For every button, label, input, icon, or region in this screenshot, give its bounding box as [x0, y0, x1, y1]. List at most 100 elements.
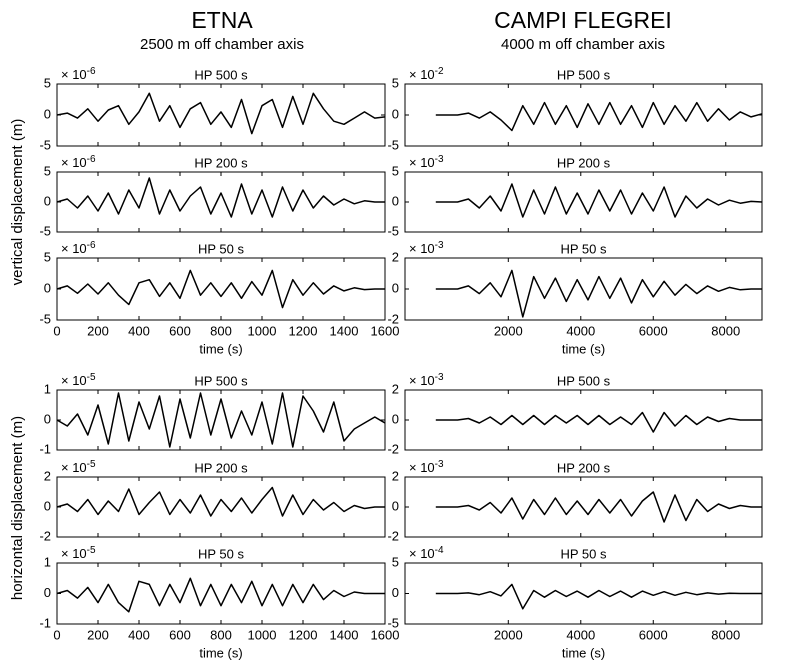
waveform — [56, 177, 385, 218]
y-tick-label: 2 — [392, 468, 399, 483]
scale-factor: × 10-6 — [61, 240, 96, 257]
scale-base: × 10 — [409, 546, 435, 561]
scale-base: × 10 — [61, 373, 87, 388]
x-axis-label: time (s) — [199, 645, 242, 660]
column-title: ETNA — [191, 7, 253, 33]
waveform — [56, 269, 385, 309]
scale-factor: × 10-6 — [61, 154, 96, 171]
y-tick-label: 5 — [44, 249, 51, 264]
x-tick-label: 6000 — [639, 323, 668, 338]
plot-frame — [56, 83, 386, 147]
y-tick-label: 0 — [392, 280, 399, 295]
x-tick-label: 800 — [210, 323, 232, 338]
y-tick-label: -5 — [387, 223, 399, 238]
waveform — [435, 269, 762, 318]
x-tick-label: 8000 — [711, 323, 740, 338]
y-tick-label: -1 — [39, 615, 51, 630]
panel-title: HP 50 s — [560, 546, 607, 561]
x-tick-label: 1600 — [371, 627, 400, 642]
panel-title: HP 200 s — [557, 460, 611, 475]
panel-title: HP 200 s — [194, 460, 248, 475]
scale-factor: × 10-2 — [409, 66, 444, 83]
scale-base: × 10 — [61, 460, 87, 475]
x-tick-label: 1000 — [248, 627, 277, 642]
y-tick-label: 0 — [392, 411, 399, 426]
waveform — [56, 92, 386, 135]
scale-exponent: -2 — [435, 66, 444, 77]
scale-factor: × 10-4 — [409, 545, 444, 562]
y-tick-label: -2 — [39, 528, 51, 543]
y-tick-label: 0 — [44, 585, 51, 600]
x-tick-label: 1600 — [371, 323, 400, 338]
row-label: horizontal displacement (m) — [9, 416, 26, 600]
row-label: vertical displacement (m) — [9, 119, 26, 286]
y-tick-label: -2 — [387, 311, 399, 326]
waveform — [56, 392, 386, 448]
y-tick-label: 2 — [392, 249, 399, 264]
y-tick-label: -5 — [39, 137, 51, 152]
panel-title: HP 500 s — [194, 373, 248, 388]
y-tick-label: 1 — [44, 554, 51, 569]
y-tick-label: 0 — [392, 193, 399, 208]
x-tick-label: 0 — [53, 323, 60, 338]
y-tick-label: -5 — [39, 311, 51, 326]
y-tick-label: 5 — [392, 554, 399, 569]
waveform — [56, 486, 385, 517]
y-tick-label: -5 — [387, 137, 399, 152]
y-tick-label: 2 — [392, 381, 399, 396]
x-tick-label: 600 — [169, 323, 191, 338]
x-tick-label: 2000 — [494, 323, 523, 338]
y-tick-label: 5 — [392, 163, 399, 178]
scale-factor: × 10-3 — [409, 240, 444, 257]
scale-factor: × 10-5 — [61, 372, 96, 389]
column-subtitle: 4000 m off chamber axis — [501, 36, 665, 53]
waveform — [435, 583, 762, 610]
column-title: CAMPI FLEGREI — [494, 7, 672, 33]
x-tick-label: 600 — [169, 627, 191, 642]
plot-frame — [56, 171, 386, 233]
y-tick-label: -2 — [387, 441, 399, 456]
scale-factor: × 10-5 — [61, 459, 96, 476]
scale-base: × 10 — [409, 67, 435, 82]
panel-title: HP 500 s — [557, 67, 611, 82]
scale-factor: × 10-6 — [61, 66, 96, 83]
panel-title: HP 500 s — [194, 67, 248, 82]
scale-exponent: -3 — [435, 154, 444, 165]
waveform — [435, 183, 763, 218]
plot-frame — [404, 171, 763, 233]
y-tick-label: 5 — [44, 75, 51, 90]
y-tick-label: -2 — [387, 528, 399, 543]
scale-exponent: -5 — [87, 545, 96, 556]
y-tick-label: -1 — [39, 441, 51, 456]
x-tick-label: 2000 — [494, 627, 523, 642]
scale-base: × 10 — [61, 67, 87, 82]
x-tick-label: 1000 — [248, 323, 277, 338]
scale-base: × 10 — [61, 546, 87, 561]
y-tick-label: 0 — [44, 193, 51, 208]
y-tick-label: 0 — [44, 106, 51, 121]
scale-exponent: -3 — [435, 459, 444, 470]
x-axis-label: time (s) — [562, 341, 605, 356]
scale-exponent: -4 — [435, 545, 444, 556]
x-tick-label: 4000 — [566, 627, 595, 642]
scale-factor: × 10-3 — [409, 372, 444, 389]
y-tick-label: 0 — [392, 106, 399, 121]
y-tick-label: 0 — [44, 280, 51, 295]
scale-base: × 10 — [61, 241, 87, 256]
scale-base: × 10 — [409, 241, 435, 256]
x-tick-label: 400 — [128, 323, 150, 338]
waveform — [435, 491, 762, 523]
scale-exponent: -6 — [87, 240, 96, 251]
y-tick-label: 5 — [44, 163, 51, 178]
scale-exponent: -6 — [87, 66, 96, 77]
waveform — [435, 411, 762, 433]
panel-title: HP 50 s — [198, 546, 245, 561]
x-tick-label: 200 — [87, 627, 109, 642]
x-tick-label: 6000 — [639, 627, 668, 642]
x-tick-label: 1400 — [330, 627, 359, 642]
y-tick-label: 5 — [392, 75, 399, 90]
plot-frame — [56, 257, 386, 321]
scale-base: × 10 — [61, 155, 87, 170]
y-tick-label: 1 — [44, 381, 51, 396]
scale-exponent: -6 — [87, 154, 96, 165]
